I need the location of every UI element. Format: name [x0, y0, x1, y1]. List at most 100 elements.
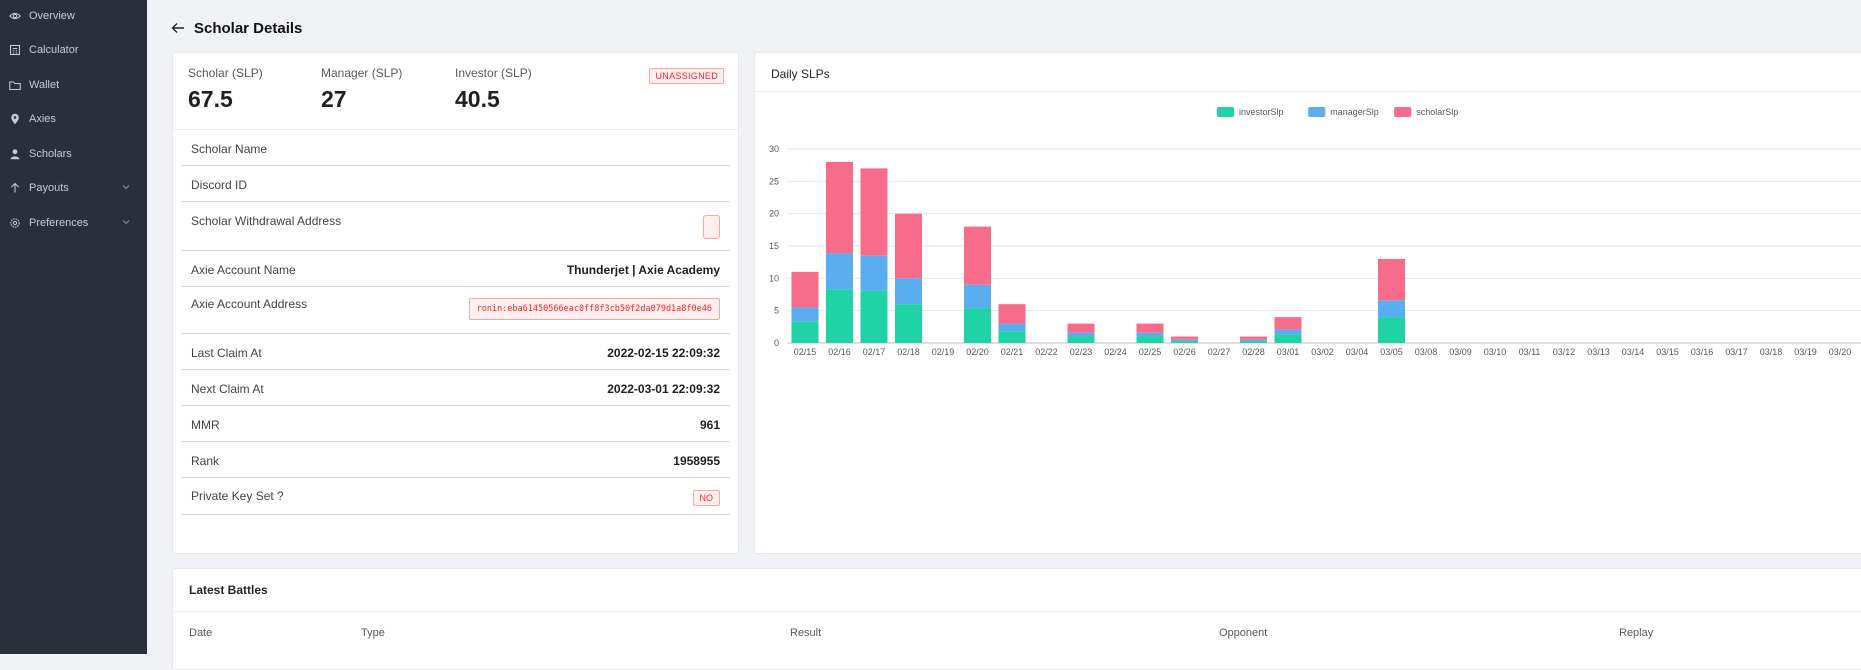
- investor-slp-value: 40.5: [455, 86, 500, 112]
- sidebar-item-label: Calculator: [29, 44, 79, 56]
- x-tick-label: 03/04: [1346, 347, 1369, 357]
- gear-icon: [8, 216, 22, 230]
- x-tick-label: 03/08: [1415, 347, 1438, 357]
- withdrawal-address-tag[interactable]: [703, 215, 720, 239]
- sidebar-item-preferences[interactable]: Preferences: [0, 208, 147, 238]
- x-tick-label: 03/16: [1691, 347, 1714, 357]
- bar-investorSlp: [964, 308, 991, 343]
- axie-account-name-row: Axie Account Name Thunderjet | Axie Acad…: [181, 251, 730, 287]
- column-header-type[interactable]: Type: [361, 627, 385, 639]
- x-tick-label: 02/19: [932, 347, 955, 357]
- mmr-value: 961: [699, 418, 720, 432]
- investor-slp-label: Investor (SLP): [455, 66, 532, 80]
- last-claim-label: Last Claim At: [191, 346, 262, 360]
- y-tick-label: 0: [774, 338, 779, 348]
- investor-slp-stat: Investor (SLP) 40.5: [455, 66, 532, 113]
- bar-investorSlp: [998, 331, 1026, 343]
- bar-managerSlp: [964, 284, 991, 309]
- bar-scholarSlp: [1136, 323, 1164, 333]
- sidebar: Overview Calculator Wallet Axies Scholar…: [0, 0, 147, 654]
- bar-scholarSlp: [1378, 258, 1405, 301]
- column-header-result[interactable]: Result: [790, 627, 822, 639]
- mmr-row: MMR 961: [181, 406, 730, 442]
- x-tick-label: 03/19: [1794, 347, 1817, 357]
- arrow-up-icon: [8, 181, 22, 195]
- bar-managerSlp: [998, 323, 1026, 332]
- x-tick-label: 03/12: [1553, 347, 1576, 357]
- x-tick-label: 03/15: [1656, 347, 1679, 357]
- chevron-down-icon: [122, 185, 130, 190]
- rank-value: 1958955: [673, 454, 720, 468]
- sidebar-item-payouts[interactable]: Payouts: [0, 173, 147, 203]
- back-arrow-icon[interactable]: [170, 20, 186, 36]
- scholar-name-label: Scholar Name: [191, 142, 268, 156]
- bar-investorSlp: [895, 304, 922, 343]
- bar-scholarSlp: [895, 213, 922, 279]
- bar-scholarSlp: [1171, 336, 1198, 340]
- x-tick-label: 03/11: [1519, 347, 1541, 357]
- bar-investorSlp: [1067, 336, 1095, 343]
- bar-managerSlp: [791, 307, 819, 322]
- sidebar-item-label: Overview: [29, 10, 75, 22]
- x-tick-label: 03/10: [1484, 347, 1507, 357]
- x-tick-label: 02/16: [828, 347, 851, 357]
- daily-slps-chart: 0 5 10 15 20 25 30 02/15 02/16 02/17 02/18 02/19 02/…: [769, 107, 1861, 357]
- private-key-label: Private Key Set ?: [191, 489, 284, 503]
- legend-label: scholarSlp: [1416, 107, 1458, 117]
- y-tick-label: 5: [774, 306, 779, 316]
- last-claim-row: Last Claim At 2022-02-15 22:09:32: [181, 334, 730, 370]
- x-tick-label: 02/27: [1208, 347, 1231, 357]
- latest-battles-card: Latest Battles Date Type Result Opponent…: [172, 568, 1861, 670]
- manager-slp-value: 27: [321, 86, 347, 112]
- x-tick-label: 02/24: [1104, 347, 1127, 357]
- sidebar-item-axies[interactable]: Axies: [0, 104, 147, 134]
- x-tick-label: 02/18: [897, 347, 920, 357]
- legend-swatch: [1308, 107, 1326, 117]
- chart-title: Daily SLPs: [771, 67, 830, 81]
- x-tick-label: 02/26: [1173, 347, 1196, 357]
- x-tick-label: 02/21: [1001, 347, 1024, 357]
- sidebar-item-label: Preferences: [29, 217, 89, 229]
- column-header-replay[interactable]: Replay: [1619, 627, 1654, 639]
- scholar-slp-label: Scholar (SLP): [188, 66, 263, 80]
- sidebar-item-label: Scholars: [29, 148, 72, 160]
- status-badge: UNASSIGNED: [649, 68, 724, 84]
- bar-managerSlp: [1136, 332, 1164, 337]
- page-title: Scholar Details: [194, 19, 303, 37]
- battles-divider: [173, 611, 1861, 612]
- sidebar-item-scholars[interactable]: Scholars: [0, 139, 147, 169]
- page-header: Scholar Details: [170, 16, 302, 40]
- x-tick-label: 03/02: [1311, 347, 1334, 357]
- map-pin-icon: [8, 112, 22, 126]
- x-tick-label: 02/20: [966, 347, 989, 357]
- bar-investorSlp: [1378, 317, 1405, 343]
- x-tick-label: 02/15: [794, 347, 817, 357]
- axie-account-address-tag[interactable]: ronin:eba61450566eac0ff8f3cb50f2da079d1a…: [468, 298, 720, 320]
- y-tick-label: 25: [769, 176, 779, 186]
- column-header-opponent[interactable]: Opponent: [1219, 627, 1268, 639]
- bar-investorSlp: [791, 321, 819, 343]
- sidebar-item-calculator[interactable]: Calculator: [0, 35, 147, 65]
- private-key-row: Private Key Set ? NO: [181, 478, 730, 515]
- scholar-name-row: Scholar Name: [181, 130, 730, 166]
- bar-investorSlp: [1240, 341, 1267, 343]
- calculator-icon: [8, 43, 22, 57]
- private-key-badge: NO: [692, 490, 720, 506]
- x-tick-label: 03/18: [1760, 347, 1783, 357]
- x-tick-label: 02/28: [1242, 347, 1265, 357]
- x-tick-label: 03/05: [1380, 347, 1403, 357]
- x-tick-label: 03/01: [1277, 347, 1300, 357]
- sidebar-item-overview[interactable]: Overview: [0, 1, 147, 31]
- x-tick-label: 02/25: [1139, 347, 1162, 357]
- scholar-slp-value: 67.5: [188, 86, 233, 112]
- discord-id-row: Discord ID: [181, 166, 730, 202]
- bar-scholarSlp: [826, 161, 853, 254]
- sidebar-item-wallet[interactable]: Wallet: [0, 70, 147, 100]
- bar-investorSlp: [1274, 334, 1302, 343]
- bar-managerSlp: [860, 255, 888, 291]
- user-icon: [8, 147, 22, 161]
- y-tick-label: 10: [769, 273, 779, 283]
- column-header-date[interactable]: Date: [189, 627, 213, 639]
- bar-managerSlp: [826, 253, 853, 290]
- withdrawal-address-row: Scholar Withdrawal Address: [181, 202, 730, 251]
